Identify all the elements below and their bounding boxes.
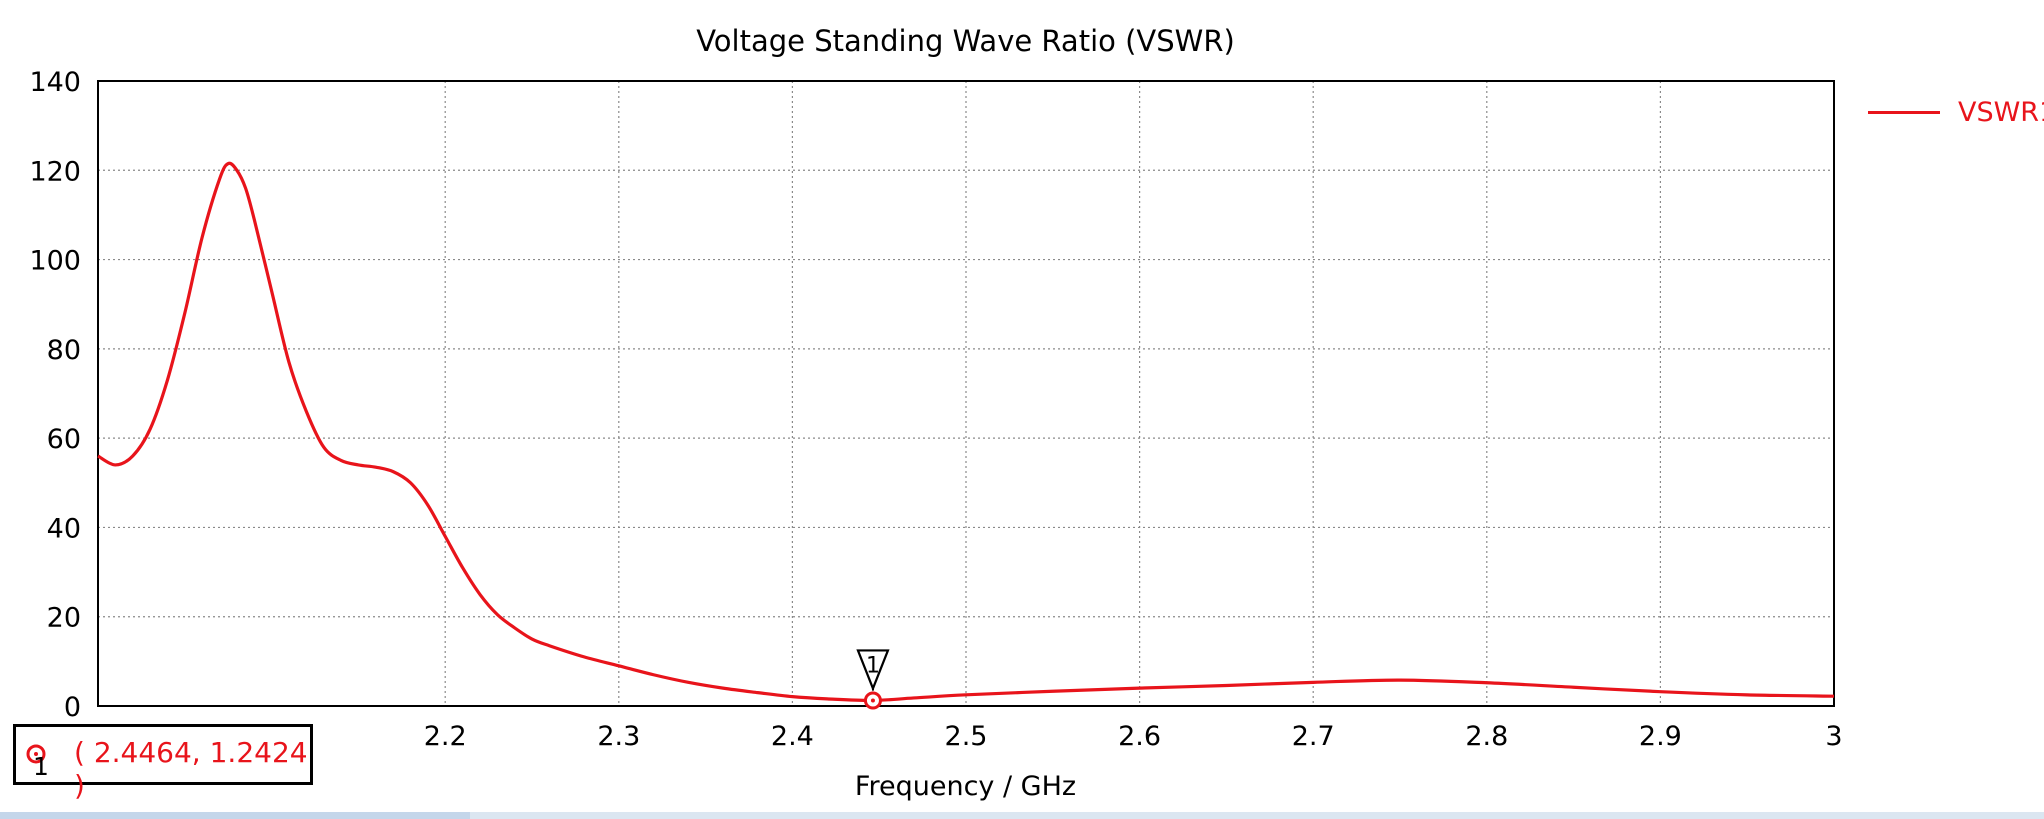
x-axis-label: Frequency / GHz xyxy=(854,771,1077,802)
marker-readout-box[interactable]: 1 ( 2.4464, 1.2424 ) xyxy=(13,724,313,802)
y-tick-label-120: 120 xyxy=(29,156,81,187)
window-bottom-strip-segment xyxy=(0,812,470,819)
y-tick-label-80: 80 xyxy=(47,335,81,366)
y-tick-label-0: 0 xyxy=(64,692,81,723)
marker-triangle-1 xyxy=(856,649,890,692)
plot-area-frame xyxy=(97,80,1835,707)
x-tick-label-2.2: 2.2 xyxy=(424,721,467,752)
y-tick-label-40: 40 xyxy=(47,513,81,544)
x-tick-label-2.6: 2.6 xyxy=(1118,721,1161,752)
y-tick-label-60: 60 xyxy=(47,424,81,455)
y-tick-label-20: 20 xyxy=(47,603,81,634)
marker-point-center-1 xyxy=(870,698,875,703)
x-tick-label-2.3: 2.3 xyxy=(597,721,640,752)
x-tick-label-2.5: 2.5 xyxy=(945,721,988,752)
y-tick-label-140: 140 xyxy=(29,67,81,98)
marker-readout-id: 1 xyxy=(33,752,49,781)
marker-circle-icon xyxy=(26,744,46,764)
x-tick-label-2.4: 2.4 xyxy=(771,721,814,752)
marker-triangle-label-1: 1 xyxy=(866,653,880,678)
chart-title: Voltage Standing Wave Ratio (VSWR) xyxy=(696,24,1235,58)
legend-swatch-vswr1 xyxy=(1868,110,1940,114)
y-tick-label-100: 100 xyxy=(29,246,81,277)
x-tick-label-2.9: 2.9 xyxy=(1639,721,1682,752)
marker-readout-value: ( 2.4464, 1.2424 ) xyxy=(74,736,308,802)
x-tick-label-2.8: 2.8 xyxy=(1465,721,1508,752)
series-line-vswr1 xyxy=(97,161,1835,703)
x-tick-label-2.7: 2.7 xyxy=(1292,721,1335,752)
x-tick-label-3: 3 xyxy=(1825,721,1842,752)
window-bottom-strip xyxy=(0,812,2044,819)
